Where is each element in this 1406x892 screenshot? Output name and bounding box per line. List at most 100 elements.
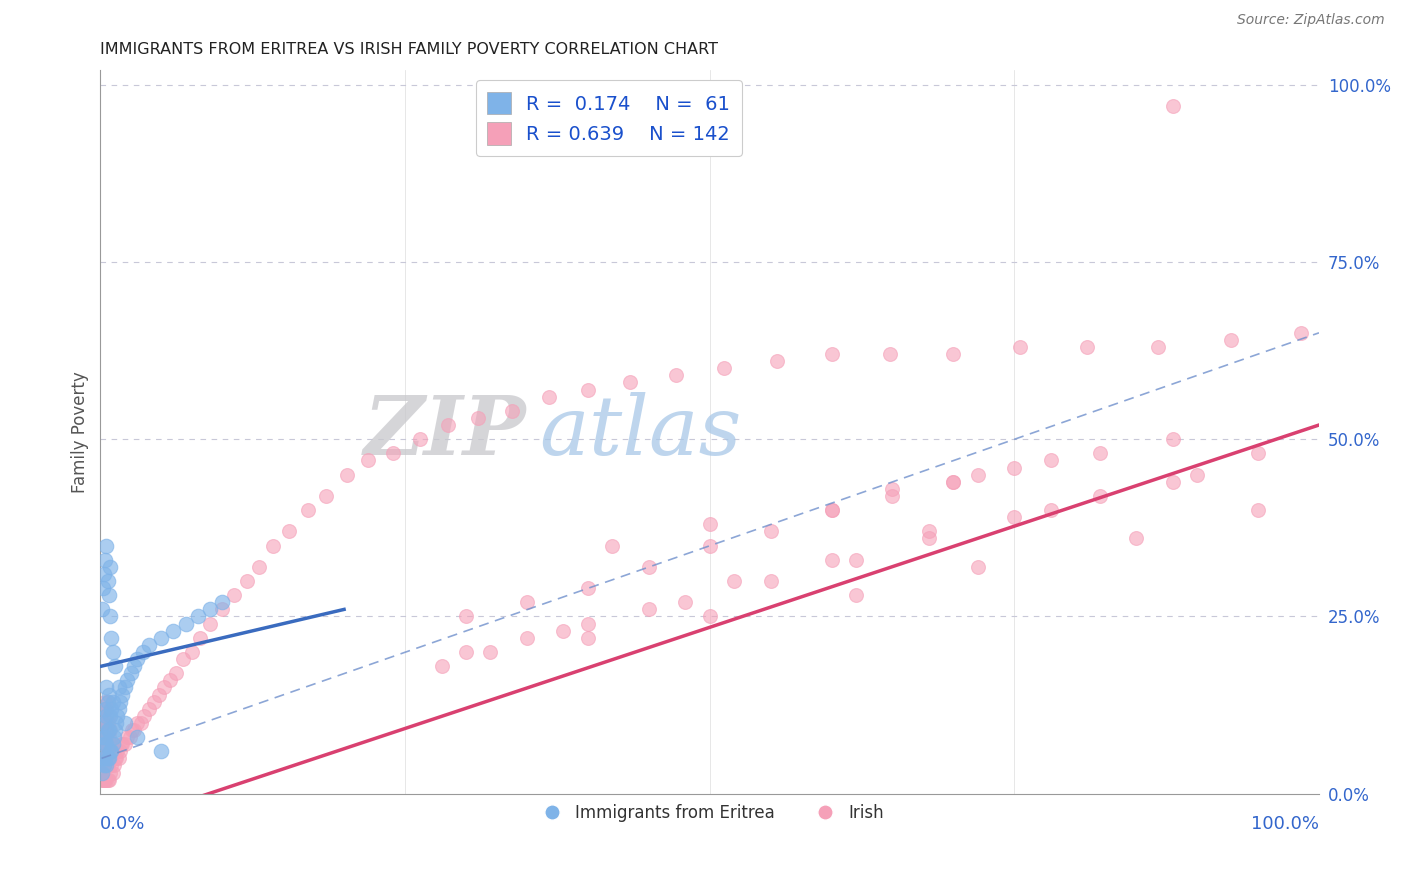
Point: [1088, 446, 1111, 460]
Point: [108, 695, 131, 709]
Point: [637, 602, 659, 616]
Point: [820, 503, 842, 517]
Point: [91, 581, 114, 595]
Point: [408, 432, 430, 446]
Point: [124, 723, 146, 737]
Point: [93, 758, 115, 772]
Point: [104, 659, 127, 673]
Point: [107, 681, 129, 695]
Point: [759, 574, 782, 588]
Point: [619, 376, 641, 390]
Point: [198, 616, 221, 631]
Point: [93, 758, 115, 772]
Point: [90, 730, 112, 744]
Point: [1076, 340, 1098, 354]
Point: [98, 765, 121, 780]
Point: [101, 744, 124, 758]
Point: [96, 758, 118, 772]
Point: [93, 723, 115, 737]
Point: [297, 503, 319, 517]
Text: Source: ZipAtlas.com: Source: ZipAtlas.com: [1237, 13, 1385, 28]
Point: [165, 666, 187, 681]
Point: [882, 482, 904, 496]
Point: [637, 559, 659, 574]
Point: [96, 737, 118, 751]
Text: IMMIGRANTS FROM ERITREA VS IRISH FAMILY POVERTY CORRELATION CHART: IMMIGRANTS FROM ERITREA VS IRISH FAMILY …: [100, 42, 718, 57]
Point: [152, 681, 174, 695]
Text: atlas: atlas: [538, 392, 741, 472]
Point: [93, 715, 115, 730]
Point: [96, 701, 118, 715]
Point: [180, 645, 202, 659]
Point: [107, 708, 129, 723]
Point: [1010, 340, 1032, 354]
Point: [132, 645, 155, 659]
Point: [98, 609, 121, 624]
Point: [430, 659, 453, 673]
Point: [101, 737, 124, 751]
Point: [90, 602, 112, 616]
Point: [94, 553, 117, 567]
Point: [1161, 432, 1184, 446]
Point: [108, 744, 131, 758]
Point: [100, 744, 122, 758]
Point: [143, 695, 166, 709]
Point: [97, 695, 120, 709]
Point: [198, 602, 221, 616]
Point: [845, 588, 868, 602]
Point: [91, 708, 114, 723]
Point: [101, 765, 124, 780]
Point: [93, 566, 115, 581]
Point: [1161, 99, 1184, 113]
Point: [174, 616, 197, 631]
Point: [576, 631, 599, 645]
Point: [100, 631, 122, 645]
Point: [124, 659, 146, 673]
Point: [111, 737, 134, 751]
Point: [97, 723, 120, 737]
Point: [125, 652, 148, 666]
Point: [673, 595, 696, 609]
Point: [1088, 489, 1111, 503]
Point: [516, 631, 538, 645]
Point: [97, 715, 120, 730]
Point: [94, 772, 117, 787]
Point: [576, 616, 599, 631]
Point: [91, 744, 114, 758]
Point: [93, 701, 115, 715]
Point: [90, 765, 112, 780]
Point: [105, 751, 128, 765]
Point: [104, 751, 127, 765]
Point: [90, 772, 112, 787]
Point: [97, 737, 120, 751]
Point: [91, 751, 114, 765]
Point: [188, 631, 211, 645]
Point: [172, 652, 194, 666]
Point: [104, 723, 127, 737]
Point: [576, 581, 599, 595]
Point: [115, 730, 138, 744]
Point: [94, 695, 117, 709]
Legend: Immigrants from Eritrea, Irish: Immigrants from Eritrea, Irish: [529, 797, 890, 829]
Point: [765, 354, 787, 368]
Point: [1039, 503, 1062, 517]
Text: 100.0%: 100.0%: [1251, 815, 1319, 833]
Point: [101, 645, 124, 659]
Point: [553, 624, 575, 638]
Point: [96, 539, 118, 553]
Point: [576, 383, 599, 397]
Point: [713, 361, 735, 376]
Point: [699, 539, 721, 553]
Point: [882, 489, 904, 503]
Point: [942, 475, 965, 489]
Point: [121, 723, 143, 737]
Point: [723, 574, 745, 588]
Point: [1161, 475, 1184, 489]
Point: [454, 645, 477, 659]
Point: [114, 715, 136, 730]
Point: [918, 532, 941, 546]
Point: [1220, 333, 1243, 347]
Point: [96, 723, 118, 737]
Point: [94, 715, 117, 730]
Point: [278, 524, 301, 539]
